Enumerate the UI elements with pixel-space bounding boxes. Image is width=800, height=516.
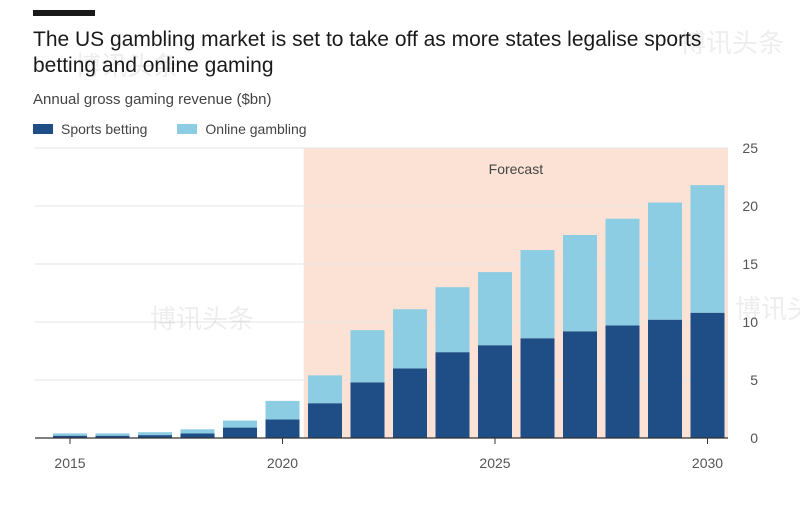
legend-label-sports-betting: Sports betting bbox=[61, 121, 148, 137]
bar-sports-betting bbox=[53, 435, 87, 438]
bar-online-gambling bbox=[138, 432, 172, 436]
bar-online-gambling bbox=[478, 272, 512, 346]
bar-online-gambling bbox=[563, 235, 597, 332]
watermark-text: 博讯头条 bbox=[75, 52, 179, 82]
legend-swatch-online-gambling bbox=[177, 124, 198, 134]
legend-item-sports-betting: Sports betting bbox=[33, 121, 147, 137]
bar-online-gambling bbox=[265, 400, 300, 420]
watermark-text: 博讯头条 bbox=[680, 29, 784, 59]
bar-online-gambling bbox=[308, 375, 342, 404]
bar-online-gambling bbox=[393, 309, 427, 369]
bar-sports-betting bbox=[478, 345, 512, 438]
bar-online-gambling bbox=[180, 429, 215, 434]
y-tick-label: 5 bbox=[750, 372, 758, 388]
bar-online-gambling bbox=[690, 185, 725, 313]
bar-online-gambling bbox=[53, 433, 87, 436]
bar-online-gambling bbox=[350, 330, 385, 383]
chart-subtitle: Annual gross gaming revenue ($bn) bbox=[33, 91, 272, 108]
bar-sports-betting bbox=[520, 338, 555, 438]
chart-title: The US gambling market is set to take of… bbox=[33, 28, 702, 77]
bar-sports-betting bbox=[180, 433, 215, 438]
bar-sports-betting bbox=[648, 319, 682, 438]
bar-sports-betting bbox=[308, 403, 342, 438]
bar-sports-betting bbox=[690, 312, 725, 438]
watermark-text: 博讯头条 bbox=[735, 295, 800, 325]
forecast-label: Forecast bbox=[489, 161, 544, 177]
y-tick-label: 10 bbox=[742, 314, 758, 330]
legend-label-online-gambling: Online gambling bbox=[205, 121, 307, 137]
bar-sports-betting bbox=[95, 435, 130, 438]
bar-online-gambling bbox=[223, 420, 257, 428]
bar-sports-betting bbox=[350, 382, 385, 438]
bar-sports-betting bbox=[563, 331, 597, 438]
bar-sports-betting bbox=[393, 368, 427, 438]
brand-bar bbox=[33, 10, 95, 16]
x-tick-label: 2030 bbox=[692, 455, 723, 471]
bar-sports-betting bbox=[138, 435, 172, 438]
bar-sports-betting bbox=[435, 352, 470, 438]
y-tick-label: 0 bbox=[750, 430, 758, 446]
x-tick-label: 2020 bbox=[267, 455, 298, 471]
x-tick-label: 2025 bbox=[479, 455, 510, 471]
y-tick-label: 20 bbox=[742, 198, 758, 214]
y-tick-label: 25 bbox=[742, 140, 758, 156]
legend-swatch-sports-betting bbox=[33, 124, 53, 134]
x-tick-label: 2015 bbox=[54, 455, 85, 471]
bar-sports-betting bbox=[223, 427, 257, 438]
y-tick-label: 15 bbox=[742, 256, 758, 272]
bar-sports-betting bbox=[265, 419, 300, 438]
bar-online-gambling bbox=[95, 433, 130, 436]
legend-item-online-gambling: Online gambling bbox=[177, 121, 307, 137]
bar-online-gambling bbox=[520, 250, 555, 339]
bar-online-gambling bbox=[648, 202, 682, 320]
watermark-text: 博讯头条 bbox=[150, 305, 254, 335]
legend: Sports betting Online gambling bbox=[33, 121, 337, 137]
bar-online-gambling bbox=[435, 287, 470, 353]
bar-sports-betting bbox=[605, 325, 640, 438]
bar-online-gambling bbox=[605, 218, 640, 326]
